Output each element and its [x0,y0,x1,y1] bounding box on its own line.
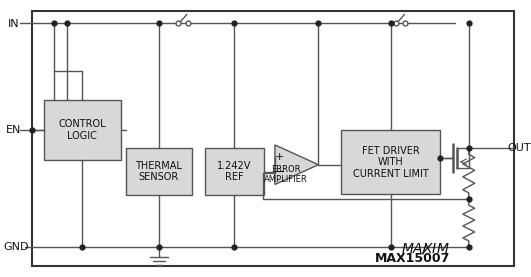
Bar [126,148,192,195]
Text: /: / [422,242,427,256]
Text: +: + [275,152,285,162]
Text: 1.242V
REF: 1.242V REF [217,161,252,183]
Text: ERROR
AMPLIFIER: ERROR AMPLIFIER [264,165,307,184]
Polygon shape [275,145,319,184]
Text: GND: GND [3,242,29,252]
Text: CONTROL
LOGIC: CONTROL LOGIC [58,119,106,141]
Text: EN: EN [6,125,22,135]
Bar [44,101,121,160]
Bar [341,130,440,194]
Text: MAX15007: MAX15007 [374,252,450,265]
Text: IN: IN [8,19,20,29]
Text: FET DRIVER
WITH
CURRENT LIMIT: FET DRIVER WITH CURRENT LIMIT [353,146,429,179]
Text: THERMAL
SENSOR: THERMAL SENSOR [135,161,182,183]
Text: $\mathit{MAXIM}$: $\mathit{MAXIM}$ [401,242,450,256]
Text: −: − [275,166,285,179]
Text: OUT: OUT [508,143,531,153]
Bar [205,148,264,195]
